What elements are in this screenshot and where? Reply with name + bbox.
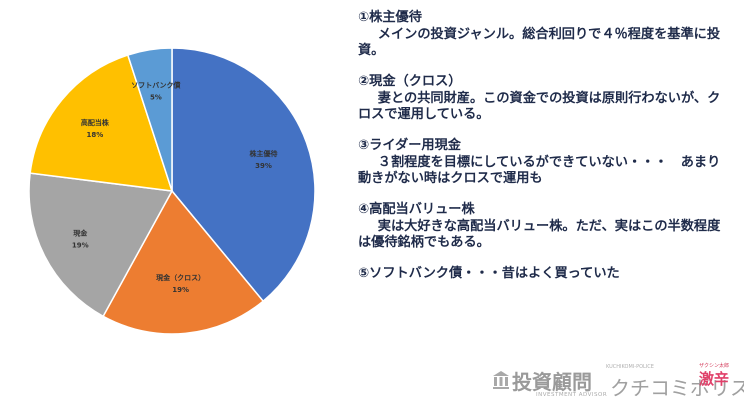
pie-chart-svg: 株主優待 39% 現金（クロス） 19% 現金 19% 高配当株 18% ソフトバンク債 5% — [28, 47, 316, 335]
stamp-main-text: 激辛 — [698, 370, 729, 388]
pie-slice — [28, 172, 174, 318]
brand-subtext: INVESTMENT ADVISOR — [536, 392, 608, 398]
slice-category-label: 高配当株 — [81, 118, 110, 127]
brand-text: 投資顧問 — [512, 370, 592, 394]
note-body: 実は大好きな高配当バリュー株。ただ、実はこの半数程度は優待銘柄でもある。 — [358, 218, 721, 251]
note-title: ②現金（クロス） — [358, 74, 462, 89]
bank-icon — [493, 371, 509, 389]
slice-percent-label: 5% — [150, 93, 162, 101]
watermark-logo: 投資顧問 INVESTMENT ADVISOR KUCHIKOMI-POLICE… — [490, 362, 744, 406]
note-item: ③ライダー用現金 ３割程度を目標にしているができていない・・・ あまり動きがない時… — [358, 138, 730, 188]
note-item: ①株主優待 メインの投資ジャンル。総合利回りで４％程度を基準に投資。 — [358, 10, 730, 60]
note-item: ⑤ソフトバンク債・・・昔はよく買っていた — [358, 266, 730, 283]
slice-category-label: 現金 — [73, 229, 88, 238]
note-item: ②現金（クロス） 妻との共同財産。この資金での投資は原則行わないが、クロスで運用し… — [358, 74, 730, 124]
note-body: 妻との共同財産。この資金での投資は原則行わないが、クロスで運用している。 — [358, 90, 721, 123]
pie-slice — [126, 47, 173, 192]
note-body: メインの投資ジャンル。総合利回りで４％程度を基準に投資。 — [358, 26, 721, 59]
pie-chart: 株主優待 39% 現金（クロス） 19% 現金 19% 高配当株 18% ソフトバンク債 5% — [0, 0, 340, 406]
pie-slice — [29, 54, 174, 192]
slice-category-label: 現金（クロス） — [156, 273, 205, 282]
note-item: ④高配当バリュー株 実は大好きな高配当バリュー株。ただ、実はこの半数程度は優待銘柄… — [358, 202, 730, 252]
slice-category-label: 株主優待 — [249, 149, 277, 158]
note-title: ①株主優待 — [358, 10, 422, 25]
note-title: ④高配当バリュー株 — [358, 202, 475, 217]
note-body: ３割程度を目標にしているができていない・・・ あまり動きがない時はクロスで運用も — [358, 154, 721, 187]
pie-slice — [171, 47, 316, 303]
slice-percent-label: 18% — [86, 131, 103, 139]
note-title: ③ライダー用現金 — [358, 138, 461, 153]
kuchikomi-en-text: KUCHIKOMI-POLICE — [606, 364, 654, 370]
stamp-logo: ザクシン太郎 激辛 — [696, 362, 732, 392]
slice-category-label: ソフトバンク債 — [131, 80, 180, 89]
slice-percent-label: 19% — [172, 286, 189, 294]
slice-percent-label: 39% — [255, 162, 272, 170]
note-title: ⑤ソフトバンク債・・・昔はよく買っていた — [358, 266, 620, 281]
pie-slice — [102, 189, 265, 335]
slice-percent-label: 19% — [72, 242, 89, 250]
kuchikomi-text: クチコミポリス — [610, 376, 744, 400]
notes-panel: ①株主優待 メインの投資ジャンル。総合利回りで４％程度を基準に投資。 ②現金（クロス… — [358, 10, 730, 297]
stamp-top-text: ザクシン太郎 — [698, 363, 729, 369]
